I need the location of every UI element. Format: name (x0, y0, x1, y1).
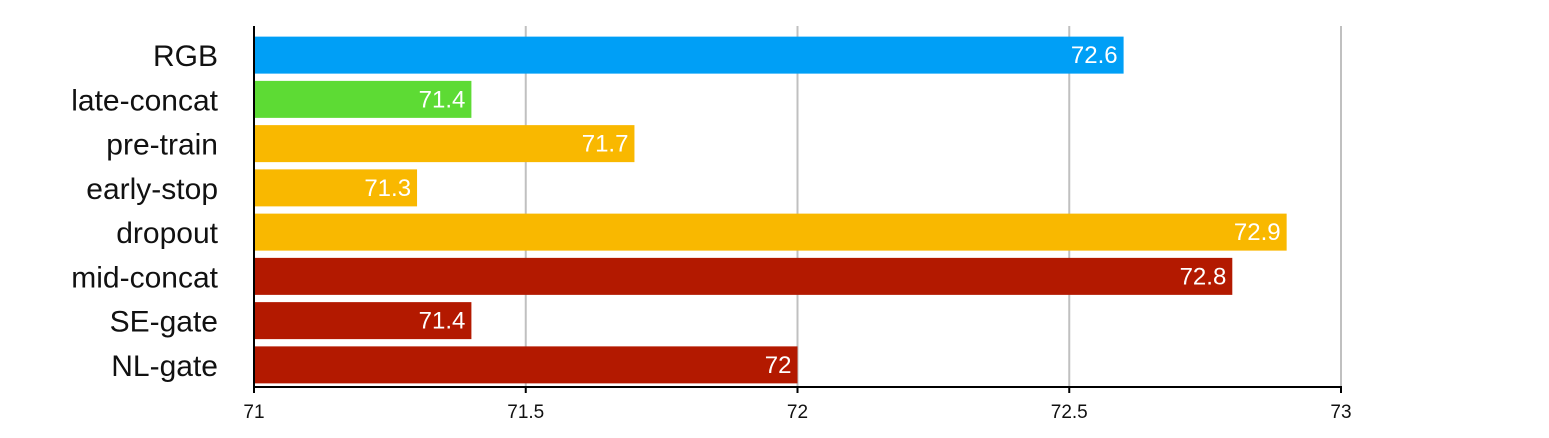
bar-dropout (254, 213, 1287, 251)
bar-value-label: 71.3 (364, 175, 411, 202)
bar-value-label: 72.9 (1234, 219, 1281, 246)
gridlines (524, 26, 1342, 387)
x-tick-label: 72 (787, 402, 808, 423)
category-label: RGB (153, 40, 218, 73)
x-tick-label: 71 (243, 402, 264, 423)
category-label: late-concat (71, 84, 218, 117)
bar-value-label: 71.4 (419, 308, 466, 335)
bar-value-label: 72 (765, 352, 792, 379)
category-label: dropout (116, 217, 218, 250)
category-label: SE-gate (110, 306, 218, 339)
category-label: pre-train (106, 129, 218, 162)
x-tick-label: 71.5 (507, 402, 544, 423)
bar-late-concat (254, 80, 472, 118)
bars (254, 36, 1287, 384)
bar-value-label: 72.8 (1180, 263, 1227, 290)
bar-value-label: 71.7 (582, 131, 629, 158)
labels: 72.6 RGB 71.4 late-concat 71.7 pre-train 71.3 e… (71, 40, 1351, 423)
category-label: NL-gate (111, 350, 218, 383)
axes (253, 26, 1342, 393)
bar-RGB (254, 36, 1124, 74)
bar-mid-concat (254, 257, 1233, 295)
category-label: early-stop (86, 173, 218, 206)
bar-NL-gate (254, 346, 798, 384)
x-tick-label: 73 (1330, 402, 1351, 423)
bar-SE-gate (254, 302, 472, 340)
bar-value-label: 72.6 (1071, 42, 1118, 69)
bar-value-label: 71.4 (419, 86, 466, 113)
bar-pre-train (254, 125, 635, 163)
category-label: mid-concat (71, 261, 218, 294)
x-tick-label: 72.5 (1051, 402, 1088, 423)
bar-early-stop (254, 169, 418, 207)
